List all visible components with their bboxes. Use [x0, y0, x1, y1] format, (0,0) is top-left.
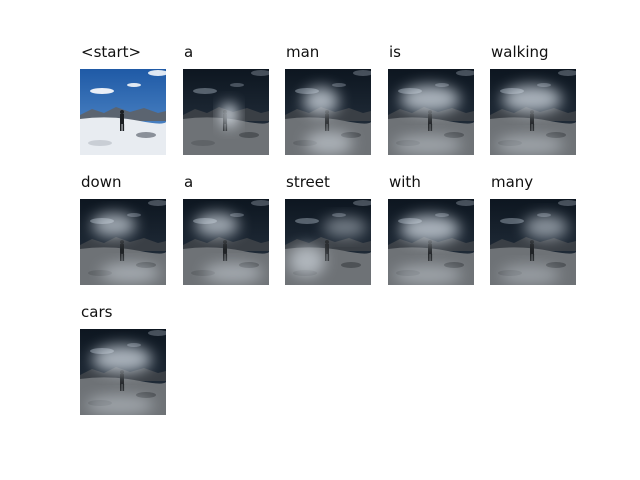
attention-highlight: [92, 345, 152, 373]
token-word: street: [286, 173, 330, 191]
token-word: walking: [491, 43, 549, 61]
attention-highlight: [524, 215, 568, 239]
attention-highlight: [303, 87, 339, 115]
attention-highlight: [221, 103, 237, 127]
attention-map-thumbnail: [80, 329, 166, 415]
attention-map-thumbnail: [80, 199, 166, 285]
token-word: cars: [81, 303, 113, 321]
attention-map-thumbnail: [388, 69, 474, 155]
attention-map-thumbnail: [490, 69, 576, 155]
attention-highlight: [400, 215, 460, 243]
attention-highlight: [394, 265, 462, 285]
token-word: with: [389, 173, 421, 191]
token-word: <start>: [81, 43, 142, 61]
attention-highlight: [195, 213, 239, 237]
attention-highlight: [100, 263, 160, 283]
attention-map-thumbnail: [388, 199, 474, 285]
token-word: down: [81, 173, 122, 191]
attention-map-thumbnail: [490, 199, 576, 285]
attention-highlight: [502, 85, 562, 113]
token-word: is: [389, 43, 401, 61]
attention-map-thumbnail: [183, 69, 269, 155]
attention-map-thumbnail: [285, 199, 371, 285]
attention-highlight: [86, 395, 154, 415]
attention-highlight: [500, 265, 560, 285]
token-word: many: [491, 173, 534, 191]
attention-highlight: [92, 213, 136, 237]
token-word: man: [286, 43, 320, 61]
attention-highlight: [289, 245, 325, 277]
token-word: a: [184, 43, 194, 61]
attention-map-thumbnail: [183, 199, 269, 285]
attention-highlight: [203, 263, 263, 283]
attention-highlight: [394, 135, 462, 155]
attention-highlight: [305, 131, 353, 155]
attention-highlight: [323, 217, 367, 237]
attention-highlight: [400, 85, 460, 113]
attention-map-thumbnail: [285, 69, 371, 155]
original-image-thumbnail: [80, 69, 166, 155]
token-word: a: [184, 173, 194, 191]
attention-highlight: [496, 135, 564, 155]
